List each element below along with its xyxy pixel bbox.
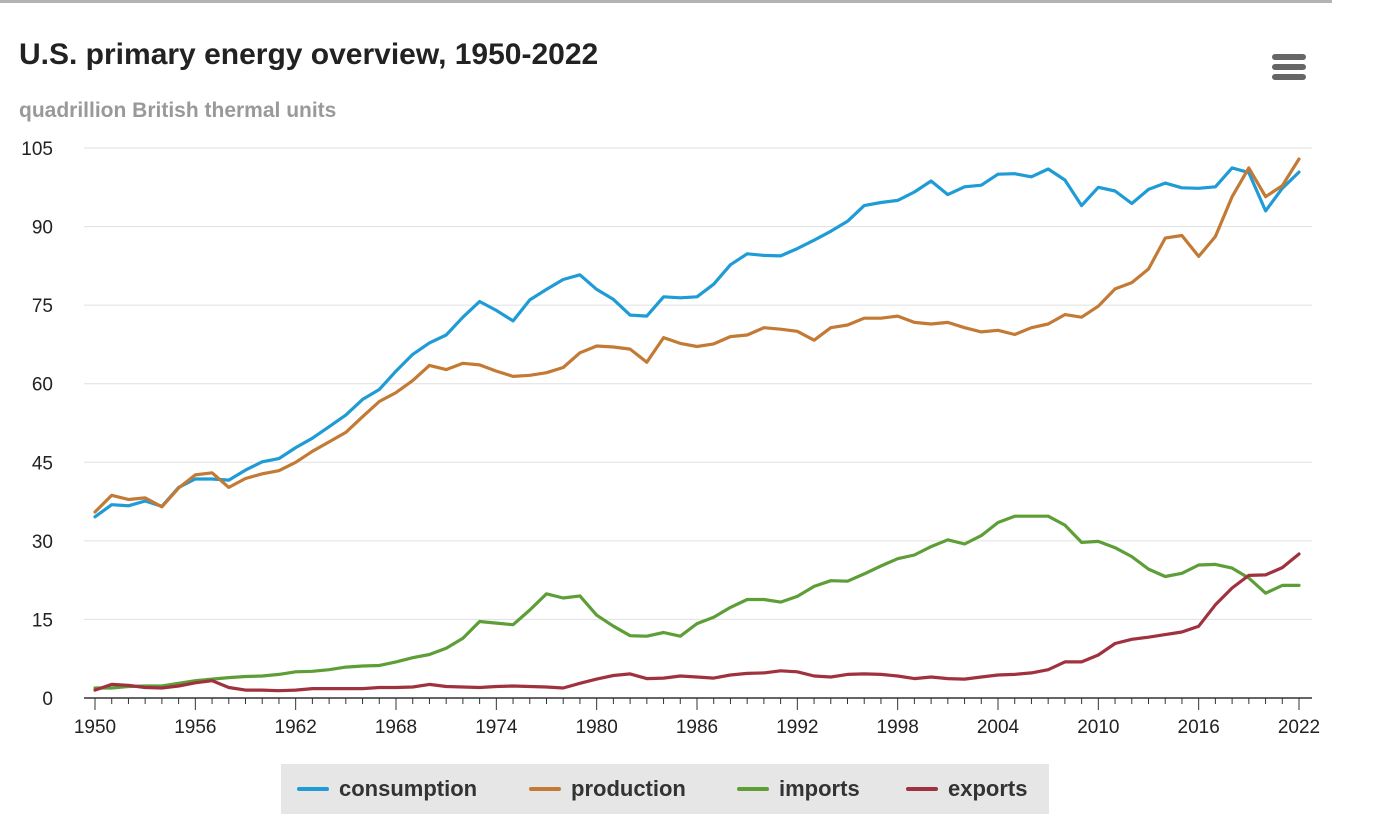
x-axis: 1950 1956 1962 1968 1974 1980 1986 1992 1998 2004… (74, 697, 1320, 738)
x-tick-label-1950: 1950 (74, 717, 116, 738)
x-tick-label-1974: 1974 (475, 717, 518, 738)
chart-title: U.S. primary energy overview, 1950-2022 (19, 38, 599, 71)
legend-label-production: production (571, 776, 686, 801)
series-line-consumption (93, 166, 1301, 519)
y-tick-label-75: 75 (32, 296, 53, 317)
y-tick-label-60: 60 (32, 375, 53, 396)
y-tick-label-0: 0 (42, 689, 53, 710)
x-tick-label-2022: 2022 (1278, 717, 1320, 738)
x-tick-label-1968: 1968 (375, 717, 417, 738)
x-tick-label-1998: 1998 (877, 717, 919, 738)
legend-label-consumption: consumption (339, 776, 478, 801)
top-border (0, 0, 1332, 3)
legend-item-exports[interactable]: exports (906, 764, 1027, 814)
series-line-imports (93, 514, 1301, 690)
legend-label-exports: exports (948, 776, 1028, 801)
x-tick-label-1992: 1992 (776, 717, 818, 738)
y-tick-label-15: 15 (32, 610, 53, 631)
legend-swatch-imports (737, 787, 769, 791)
y-tick-label-45: 45 (32, 453, 53, 474)
line-chart: 0 15 30 45 60 75 90 105 1950 1956 1962 1968 1974 198… (21, 139, 1320, 738)
legend-label-imports: imports (779, 776, 860, 801)
legend: consumption production imports exports (281, 764, 1049, 814)
legend-item-imports[interactable]: imports (737, 764, 860, 814)
grid-lines (84, 147, 1312, 620)
series-line-exports (93, 552, 1301, 693)
x-tick-label-2016: 2016 (1178, 717, 1220, 738)
x-tick-label-1956: 1956 (174, 717, 216, 738)
y-axis-ticks: 0 15 30 45 60 75 90 105 (21, 139, 53, 710)
y-tick-label-30: 30 (32, 532, 53, 553)
y-tick-label-90: 90 (32, 218, 53, 239)
legend-swatch-consumption (297, 787, 329, 791)
hamburger-menu-icon[interactable] (1270, 50, 1308, 84)
legend-item-production[interactable]: production (529, 764, 686, 814)
legend-swatch-exports (906, 787, 938, 791)
chart-subtitle: quadrillion British thermal units (19, 99, 337, 122)
x-tick-label-2010: 2010 (1077, 717, 1119, 738)
x-tick-label-1962: 1962 (275, 717, 317, 738)
series-lines (93, 157, 1301, 693)
series-line-production (93, 157, 1301, 514)
x-tick-label-2004: 2004 (977, 717, 1020, 738)
x-tick-label-1986: 1986 (676, 717, 718, 738)
y-tick-label-105: 105 (21, 139, 53, 160)
x-tick-label-1980: 1980 (576, 717, 618, 738)
legend-item-consumption[interactable]: consumption (297, 764, 477, 814)
legend-swatch-production (529, 787, 561, 791)
